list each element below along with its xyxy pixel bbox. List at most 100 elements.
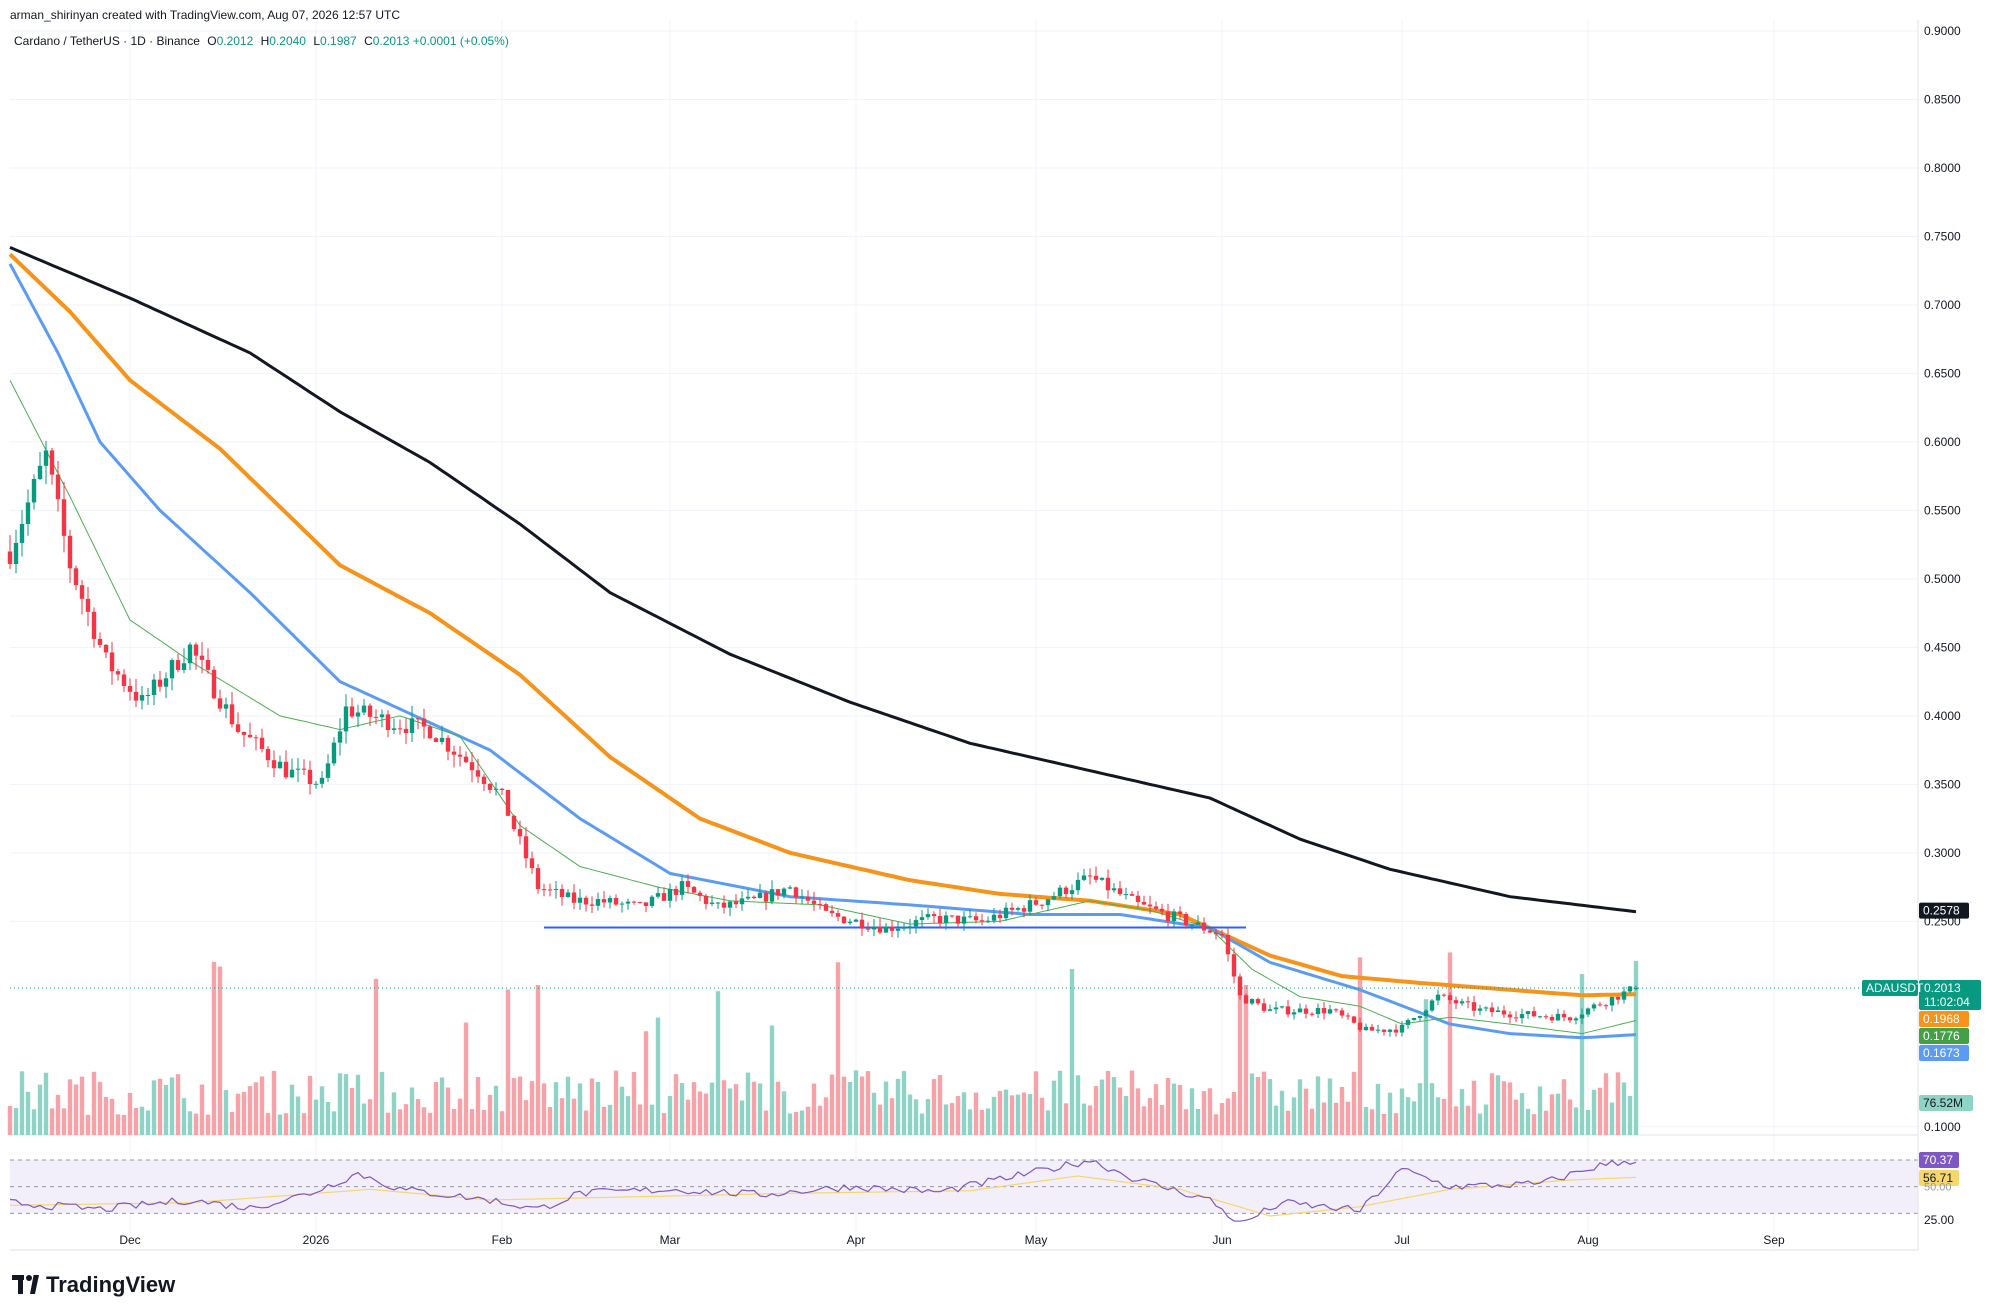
candle-body	[427, 726, 433, 739]
volume-bar	[1003, 1089, 1009, 1135]
candle-body	[859, 919, 865, 929]
candle-body	[205, 659, 211, 670]
candle-body	[1105, 877, 1111, 891]
candle-body	[847, 921, 853, 924]
volume-bar	[895, 1078, 901, 1135]
candle-body	[1417, 1016, 1423, 1018]
ma20-line	[9, 380, 1637, 1035]
candle-body	[1273, 1007, 1279, 1010]
volume-bar	[49, 1108, 55, 1135]
volume-bar	[151, 1080, 157, 1135]
volume-bar	[487, 1094, 493, 1135]
volume-bar	[1627, 1096, 1633, 1135]
ma200-last-label: 0.2578	[1923, 904, 1960, 918]
volume-bar	[91, 1071, 97, 1135]
volume-bar	[1141, 1106, 1147, 1135]
candles[interactable]	[7, 440, 1639, 1037]
candle-body	[913, 920, 919, 927]
volume-bar	[565, 1076, 571, 1135]
symbol-tag: ADAUSDT	[1866, 981, 1924, 995]
candle-body	[523, 836, 529, 859]
symbol-line[interactable]: Cardano / TetherUS · 1D · Binance	[14, 34, 200, 48]
candle-body	[1327, 1009, 1333, 1014]
candle-body	[1579, 1014, 1585, 1019]
price-label-bg	[1919, 980, 1981, 1011]
volume-bar	[883, 1081, 889, 1135]
volume-bar	[157, 1078, 163, 1135]
candle-body	[1477, 1008, 1483, 1011]
volume-bar	[853, 1070, 859, 1135]
candle-body	[1339, 1010, 1345, 1016]
candle-body	[1033, 900, 1039, 905]
tradingview-brand[interactable]: TradingView	[12, 1272, 175, 1298]
candle-body	[505, 790, 511, 816]
volume-bar	[379, 1071, 385, 1135]
volume-bar	[859, 1076, 865, 1135]
time-tick-label: Jul	[1394, 1233, 1409, 1247]
volume-bar	[139, 1106, 145, 1135]
volume-bar	[199, 1084, 205, 1135]
volume-bar	[1339, 1086, 1345, 1135]
rsi-last-label: 70.37	[1923, 1153, 1953, 1167]
volume-bar	[361, 1103, 367, 1135]
candle-body	[415, 718, 421, 720]
candle-body	[445, 737, 451, 752]
candle-body	[1603, 1005, 1609, 1007]
candle-body	[1147, 904, 1153, 907]
volume-bar	[1189, 1088, 1195, 1135]
volume-bar	[397, 1109, 403, 1135]
volume-bar	[655, 1017, 661, 1135]
volume-bar	[469, 1109, 475, 1135]
change-value: +0.0001 (+0.05%)	[412, 34, 509, 48]
candle-body	[1291, 1012, 1297, 1015]
volume-bar	[1423, 999, 1429, 1135]
volume-bar	[1429, 1083, 1435, 1135]
volume-bar	[451, 1109, 457, 1135]
volume-bar	[1081, 1103, 1087, 1135]
candle-body	[361, 705, 367, 713]
ma50-last-label: 0.1673	[1923, 1046, 1960, 1060]
candle-body	[325, 763, 331, 778]
volume-bar	[1303, 1088, 1309, 1135]
candle-body	[541, 889, 547, 891]
candle-body	[103, 644, 109, 653]
candle-body	[337, 731, 343, 743]
volume-bar	[277, 1114, 283, 1135]
price-axis[interactable]: 0.9000 0.8500 0.8000 0.7500 0.7000 0.6500 0.60…	[1917, 20, 1961, 1250]
price-tick-label: 0.6000	[1924, 435, 1961, 449]
volume-bar	[1477, 1113, 1483, 1135]
rsi-line	[9, 1159, 1637, 1222]
candle-body	[763, 892, 769, 902]
candle-body	[109, 652, 115, 672]
candle-body	[1183, 913, 1189, 925]
ma200-line	[9, 246, 1637, 914]
volume-bar	[607, 1104, 613, 1135]
candle-body	[169, 660, 175, 679]
volume-bar	[511, 1078, 517, 1135]
time-tick-label: 2026	[303, 1233, 330, 1247]
volume-bar	[385, 1112, 391, 1135]
candle-body	[91, 611, 97, 639]
volume-bar	[325, 1101, 331, 1135]
open-value: 0.2012	[216, 34, 254, 48]
volume-bar	[1261, 1071, 1267, 1135]
time-tick-label: Apr	[847, 1233, 866, 1247]
candle-body	[991, 914, 997, 921]
volume-bar	[43, 1072, 49, 1135]
candle-body	[805, 896, 811, 901]
candle-body	[265, 748, 271, 761]
volume-bar	[721, 1080, 727, 1135]
volume-bar	[1075, 1075, 1081, 1135]
volume-bar	[1621, 1082, 1627, 1135]
time-axis[interactable]: Dec 2026 Feb Mar Apr May Jun Jul Aug Sep	[119, 1233, 1785, 1247]
volume-bar	[817, 1105, 823, 1135]
candle-body	[667, 888, 673, 901]
candle-body	[1021, 908, 1027, 912]
volume-bar	[1057, 1070, 1063, 1135]
candle-body	[1567, 1017, 1573, 1021]
price-tick-label: 0.5000	[1924, 572, 1961, 586]
candle-body	[949, 915, 955, 917]
candle-body	[1345, 1015, 1351, 1017]
volume-bar	[1159, 1104, 1165, 1135]
